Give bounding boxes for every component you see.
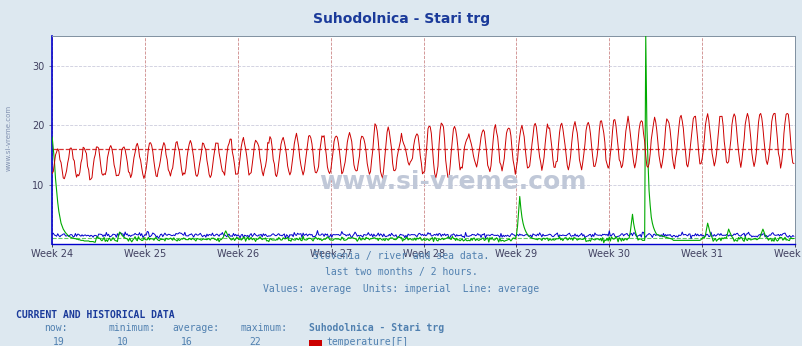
Text: www.si-vreme.com: www.si-vreme.com <box>319 170 586 194</box>
Text: last two months / 2 hours.: last two months / 2 hours. <box>325 267 477 277</box>
Text: www.si-vreme.com: www.si-vreme.com <box>6 105 12 172</box>
Text: 22: 22 <box>249 337 261 346</box>
Text: now:: now: <box>44 323 67 333</box>
Text: Suhodolnica - Stari trg: Suhodolnica - Stari trg <box>309 323 444 333</box>
Text: Values: average  Units: imperial  Line: average: Values: average Units: imperial Line: av… <box>263 284 539 294</box>
Text: temperature[F]: temperature[F] <box>326 337 408 346</box>
Text: 16: 16 <box>181 337 192 346</box>
Text: CURRENT AND HISTORICAL DATA: CURRENT AND HISTORICAL DATA <box>16 310 175 320</box>
Text: Suhodolnica - Stari trg: Suhodolnica - Stari trg <box>313 12 489 26</box>
Text: Slovenia / river and sea data.: Slovenia / river and sea data. <box>313 251 489 261</box>
Text: minimum:: minimum: <box>108 323 156 333</box>
Text: average:: average: <box>172 323 220 333</box>
Text: 19: 19 <box>53 337 64 346</box>
Text: maximum:: maximum: <box>241 323 288 333</box>
Text: 10: 10 <box>117 337 128 346</box>
